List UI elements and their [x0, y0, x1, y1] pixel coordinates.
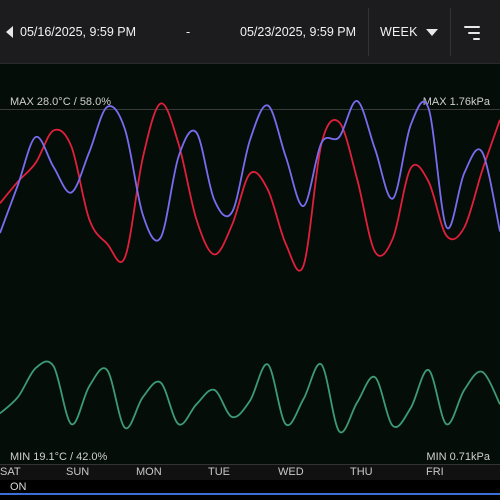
temperature-series-line	[0, 102, 500, 272]
caret-left-icon	[6, 26, 13, 38]
day-label: WED	[278, 466, 304, 478]
divider	[450, 8, 451, 56]
status-text: ON	[10, 481, 27, 493]
day-axis: SAT SUN MON TUE WED THU FRI	[0, 464, 500, 480]
status-timeline	[0, 493, 500, 495]
sort-icon-line	[473, 38, 480, 40]
sort-icon-line	[468, 32, 480, 34]
divider	[368, 8, 369, 56]
day-label: MON	[136, 466, 162, 478]
period-label: WEEK	[380, 25, 418, 39]
sort-icon	[464, 26, 480, 28]
chevron-down-icon	[425, 28, 438, 36]
previous-range-button[interactable]	[4, 22, 16, 42]
vpd-series-line	[0, 360, 500, 434]
day-label: SAT	[0, 466, 21, 478]
start-date-field[interactable]: 05/16/2025, 9:59 PM	[20, 25, 137, 39]
min-vpd-label: MIN 0.71kPa	[426, 451, 490, 463]
chart-area	[0, 64, 500, 464]
min-temp-humidity-label: MIN 19.1°C / 42.0%	[10, 451, 108, 463]
max-temp-humidity-label: MAX 28.0°C / 58.0%	[10, 96, 112, 108]
humidity-series-line	[0, 100, 500, 242]
max-vpd-label: MAX 1.76kPa	[422, 96, 490, 108]
day-label: THU	[350, 466, 373, 478]
date-range-separator: -	[186, 25, 191, 39]
date-range-toolbar: 05/16/2025, 9:59 PM - 05/23/2025, 9:59 P…	[0, 0, 500, 64]
end-date-field[interactable]: 05/23/2025, 9:59 PM	[240, 25, 357, 39]
sort-button[interactable]	[456, 20, 490, 46]
day-label: SUN	[66, 466, 90, 478]
day-label: TUE	[208, 466, 230, 478]
max-line	[0, 109, 500, 110]
status-row: ON	[0, 480, 500, 500]
period-dropdown[interactable]: WEEK	[370, 8, 448, 56]
day-label: FRI	[426, 466, 444, 478]
